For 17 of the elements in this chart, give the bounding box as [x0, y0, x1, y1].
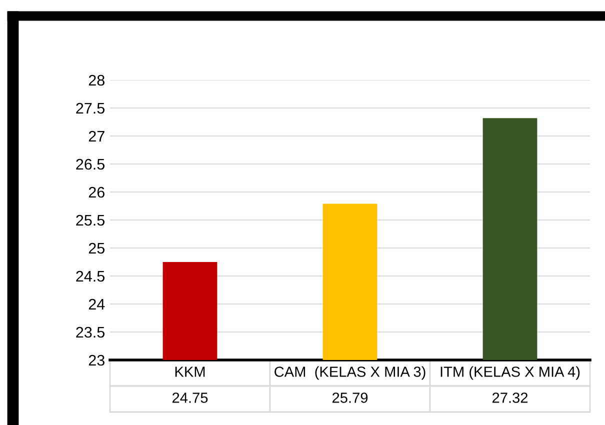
data-label: 24.75	[172, 392, 208, 403]
x-tick-label: CAM (KELAS X MIA 3)	[274, 366, 426, 380]
y-tick-label: 27	[88, 130, 104, 142]
y-tick-label: 24.5	[76, 270, 104, 282]
y-tick-label: 27.5	[76, 102, 104, 114]
y-tick-label: 23	[88, 354, 104, 366]
data-label: 27.32	[492, 392, 528, 403]
y-tick-label: 25.5	[76, 214, 104, 226]
x-tick-label: KKM	[175, 366, 205, 377]
y-tick-label: 24	[88, 298, 105, 310]
y-tick-label: 23.5	[76, 326, 104, 338]
y-tick-label: 25	[88, 242, 104, 254]
y-tick-label: 26.5	[76, 158, 104, 170]
x-tick-label: ITM (KELAS X MIA 4)	[440, 366, 580, 380]
y-tick-label: 26	[88, 186, 104, 198]
y-tick-label: 28	[88, 74, 104, 86]
data-label: 25.79	[332, 392, 368, 403]
